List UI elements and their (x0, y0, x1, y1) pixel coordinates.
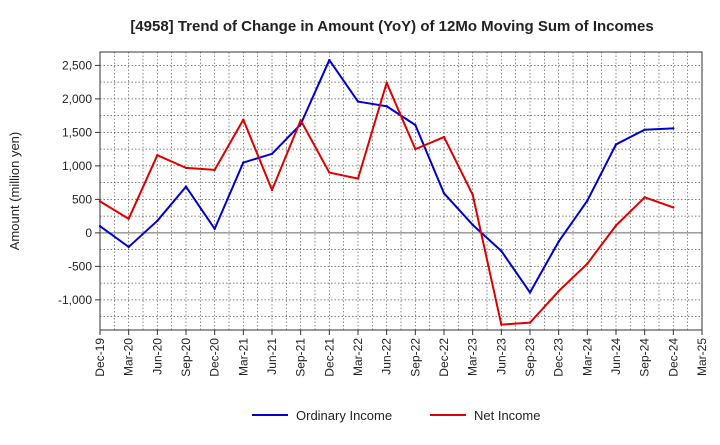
data-point (184, 166, 188, 170)
data-point (213, 227, 216, 231)
data-point (643, 128, 646, 131)
data-point (557, 289, 560, 293)
data-point (414, 123, 417, 127)
data-point (242, 161, 245, 164)
y-tick-label: 2,500 (62, 58, 92, 72)
chart-title: [4958] Trend of Change in Amount (YoY) o… (130, 18, 653, 35)
data-point (614, 224, 618, 227)
y-tick-label: -500 (68, 259, 92, 273)
x-tick-label: Sep-23 (523, 338, 537, 377)
x-tick-label: Mar-22 (351, 338, 365, 376)
data-point (528, 321, 532, 324)
y-tick-label: 500 (72, 192, 92, 206)
plot-background (100, 52, 702, 330)
data-point (242, 118, 245, 121)
data-point (442, 135, 446, 139)
data-point (414, 147, 417, 151)
y-tick-label: 0 (85, 226, 92, 240)
x-tick-label: Mar-20 (122, 338, 136, 376)
y-axis-label: Amount (million yen) (7, 132, 22, 251)
plot-border (99, 51, 703, 331)
data-point (98, 200, 102, 203)
data-point (270, 188, 274, 192)
y-tick-label: 1,500 (62, 125, 92, 139)
x-tick-label: Mar-24 (580, 338, 594, 376)
x-tick-label: Jun-21 (265, 338, 279, 375)
data-point (643, 196, 646, 199)
data-point (356, 177, 360, 180)
y-tick-label: 2,000 (62, 92, 92, 106)
data-point (299, 119, 302, 122)
legend: Ordinary Income Net Income (252, 408, 540, 423)
data-point (213, 168, 216, 172)
data-point (328, 171, 331, 174)
y-tick-label: 1,000 (62, 159, 92, 173)
data-point (127, 217, 130, 220)
data-point (471, 193, 474, 196)
data-point (614, 143, 618, 146)
x-tick-label: Mar-23 (466, 338, 480, 376)
x-tick-label: Dec-19 (93, 338, 107, 377)
data-point (442, 192, 446, 195)
data-point (586, 199, 589, 202)
x-tick-label: Dec-23 (552, 338, 566, 377)
x-tick-label: Dec-22 (437, 338, 451, 377)
data-point (156, 153, 159, 157)
x-tick-label: Mar-25 (695, 338, 709, 376)
x-tick-label: Jun-20 (150, 338, 164, 375)
data-point (98, 224, 102, 228)
x-tick-label: Dec-21 (322, 338, 336, 377)
y-tick-label: -1,000 (58, 293, 92, 307)
data-point (500, 323, 503, 326)
x-tick-label: Mar-21 (236, 338, 250, 376)
x-tick-label: Jun-22 (380, 338, 394, 375)
data-point (672, 206, 675, 209)
data-point (328, 58, 331, 62)
data-point (270, 152, 274, 156)
data-point (672, 127, 675, 130)
x-tick-label: Sep-21 (294, 338, 308, 377)
x-tick-label: Jun-24 (609, 338, 623, 375)
x-tick-label: Sep-24 (638, 338, 652, 377)
data-point (385, 105, 388, 108)
data-point (127, 245, 130, 249)
plot-area: 2,500 2,000 1,500 1,000 500 0 -500 -1,000 Dec-19… (58, 51, 709, 377)
x-tick-label: Sep-22 (408, 338, 422, 377)
data-point (586, 262, 589, 265)
legend-label-1: Net Income (474, 408, 540, 423)
x-tick-label: Sep-20 (179, 338, 193, 377)
legend-label-0: Ordinary Income (296, 408, 392, 423)
data-point (156, 219, 159, 223)
data-point (385, 81, 388, 85)
data-point (184, 185, 188, 188)
data-point (528, 291, 532, 294)
x-tick-label: Dec-24 (666, 338, 680, 377)
data-point (500, 249, 503, 253)
data-point (356, 100, 360, 103)
x-tick-label: Dec-20 (208, 338, 222, 377)
data-point (557, 240, 560, 243)
data-point (471, 223, 474, 227)
x-tick-label: Jun-23 (494, 338, 508, 375)
